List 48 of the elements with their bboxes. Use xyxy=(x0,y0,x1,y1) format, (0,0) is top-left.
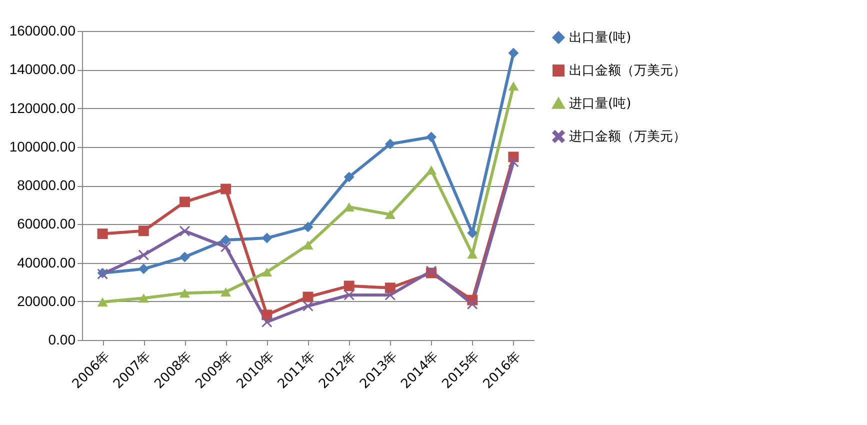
point xyxy=(302,240,314,250)
point xyxy=(179,252,190,262)
point xyxy=(138,294,149,303)
y-tick-label: 100000.00 xyxy=(9,138,76,154)
point xyxy=(384,138,396,150)
point xyxy=(262,232,272,244)
y-tick-label: 40000.00 xyxy=(17,254,76,270)
y-tick-label: 0.00 xyxy=(48,332,76,348)
legend-label: 出口量(吨) xyxy=(569,30,632,46)
y-tick-label: 80000.00 xyxy=(17,177,76,193)
point xyxy=(262,267,272,277)
point xyxy=(508,156,519,168)
y-tick-label: 160000.00 xyxy=(9,22,76,38)
point xyxy=(467,298,478,310)
point xyxy=(384,282,396,294)
point xyxy=(508,48,519,58)
point xyxy=(262,310,272,320)
point xyxy=(179,288,190,298)
point xyxy=(179,196,190,208)
point xyxy=(302,292,314,302)
legend-label: 进口金额（万美元） xyxy=(569,128,686,144)
point xyxy=(344,290,354,300)
point xyxy=(262,316,272,328)
y-tick-label: 60000.00 xyxy=(17,216,76,232)
point xyxy=(220,287,232,296)
point xyxy=(384,210,396,220)
point xyxy=(97,228,108,240)
point xyxy=(344,172,354,182)
y-tick-label: 140000.00 xyxy=(9,61,76,78)
point xyxy=(426,166,437,175)
point xyxy=(179,226,190,236)
point xyxy=(508,82,519,91)
legend-label: 出口金额（万美元） xyxy=(569,62,686,78)
point xyxy=(220,234,232,246)
point xyxy=(138,226,149,236)
y-tick-label: 20000.00 xyxy=(17,292,76,309)
y-tick-label: 120000.00 xyxy=(9,100,76,116)
point xyxy=(97,297,108,306)
point xyxy=(138,264,149,274)
point xyxy=(344,280,354,292)
legend-label: 进口量(吨) xyxy=(569,96,632,112)
point xyxy=(426,132,437,142)
point xyxy=(302,300,314,312)
point xyxy=(220,242,232,252)
point xyxy=(384,290,396,300)
point xyxy=(220,184,232,194)
point xyxy=(302,222,314,232)
point xyxy=(138,250,149,260)
